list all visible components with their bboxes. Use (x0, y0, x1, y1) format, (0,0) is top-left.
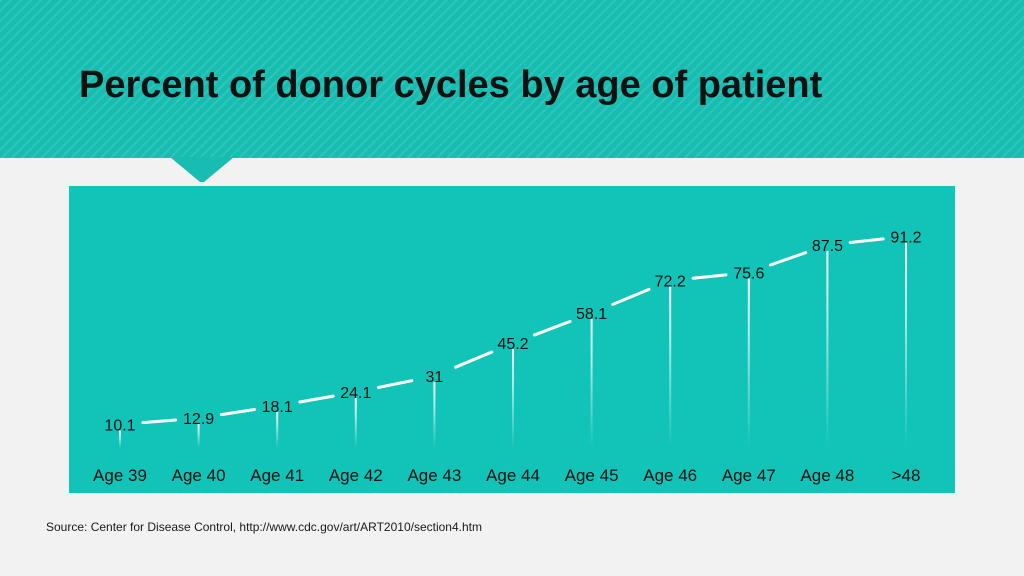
drop-line (747, 278, 750, 448)
data-label: 75.6 (733, 266, 764, 283)
x-tick-label: Age 39 (93, 466, 147, 485)
x-tick-label: Age 48 (800, 466, 854, 485)
drop-line (433, 382, 436, 448)
drop-line (276, 412, 279, 448)
line-chart: 10.1 12.9 18.1 24.1 31 45.2 58.1 72.2 75.6 87.5 91… (93, 229, 922, 485)
chart-panel: 10.1 12.9 18.1 24.1 31 45.2 58.1 72.2 75.6 87.5 91… (69, 186, 955, 493)
drop-line (669, 286, 672, 448)
data-label: 24.1 (340, 385, 371, 402)
x-tick-label: >48 (892, 466, 921, 485)
data-label: 31 (426, 369, 444, 386)
page-title: Percent of donor cycles by age of patien… (79, 64, 823, 106)
series-line-segment (611, 287, 651, 306)
series-line-segment (376, 379, 414, 389)
x-tick-label: Age 47 (722, 466, 776, 485)
drop-line (512, 349, 514, 448)
series-line-segment (298, 394, 335, 404)
x-tick-label: Age 46 (643, 466, 697, 485)
drop-line (826, 251, 829, 448)
data-label: 91.2 (890, 229, 921, 246)
data-label: 18.1 (262, 399, 293, 416)
series-line-segment (219, 407, 256, 417)
data-label: 10.1 (104, 418, 135, 435)
data-label: 58.1 (576, 306, 607, 323)
x-tick-label: Age 45 (565, 466, 619, 485)
data-label: 45.2 (497, 336, 528, 353)
source-note: Source: Center for Disease Control, http… (46, 520, 482, 534)
x-tick-label: Age 43 (407, 466, 461, 485)
banner-pointer (170, 157, 234, 182)
drop-line (905, 242, 907, 448)
series-line-segment (141, 418, 178, 425)
drop-line (119, 430, 121, 448)
drop-line (590, 319, 593, 448)
x-tick-label: Age 44 (486, 466, 540, 485)
x-tick-label: Age 41 (250, 466, 304, 485)
data-label: 12.9 (183, 411, 214, 428)
x-tick-label: Age 40 (172, 466, 226, 485)
title-banner (0, 0, 1024, 158)
series-line-segment (454, 350, 494, 369)
series-line-segment (532, 319, 572, 337)
series-line-segment (769, 251, 808, 267)
drop-line (197, 424, 200, 448)
series-line-segment (691, 273, 728, 280)
drop-line (354, 398, 357, 448)
x-tick-label: Age 42 (329, 466, 383, 485)
data-label: 72.2 (655, 273, 686, 290)
data-label: 87.5 (812, 238, 843, 255)
series-line-segment (848, 237, 885, 245)
